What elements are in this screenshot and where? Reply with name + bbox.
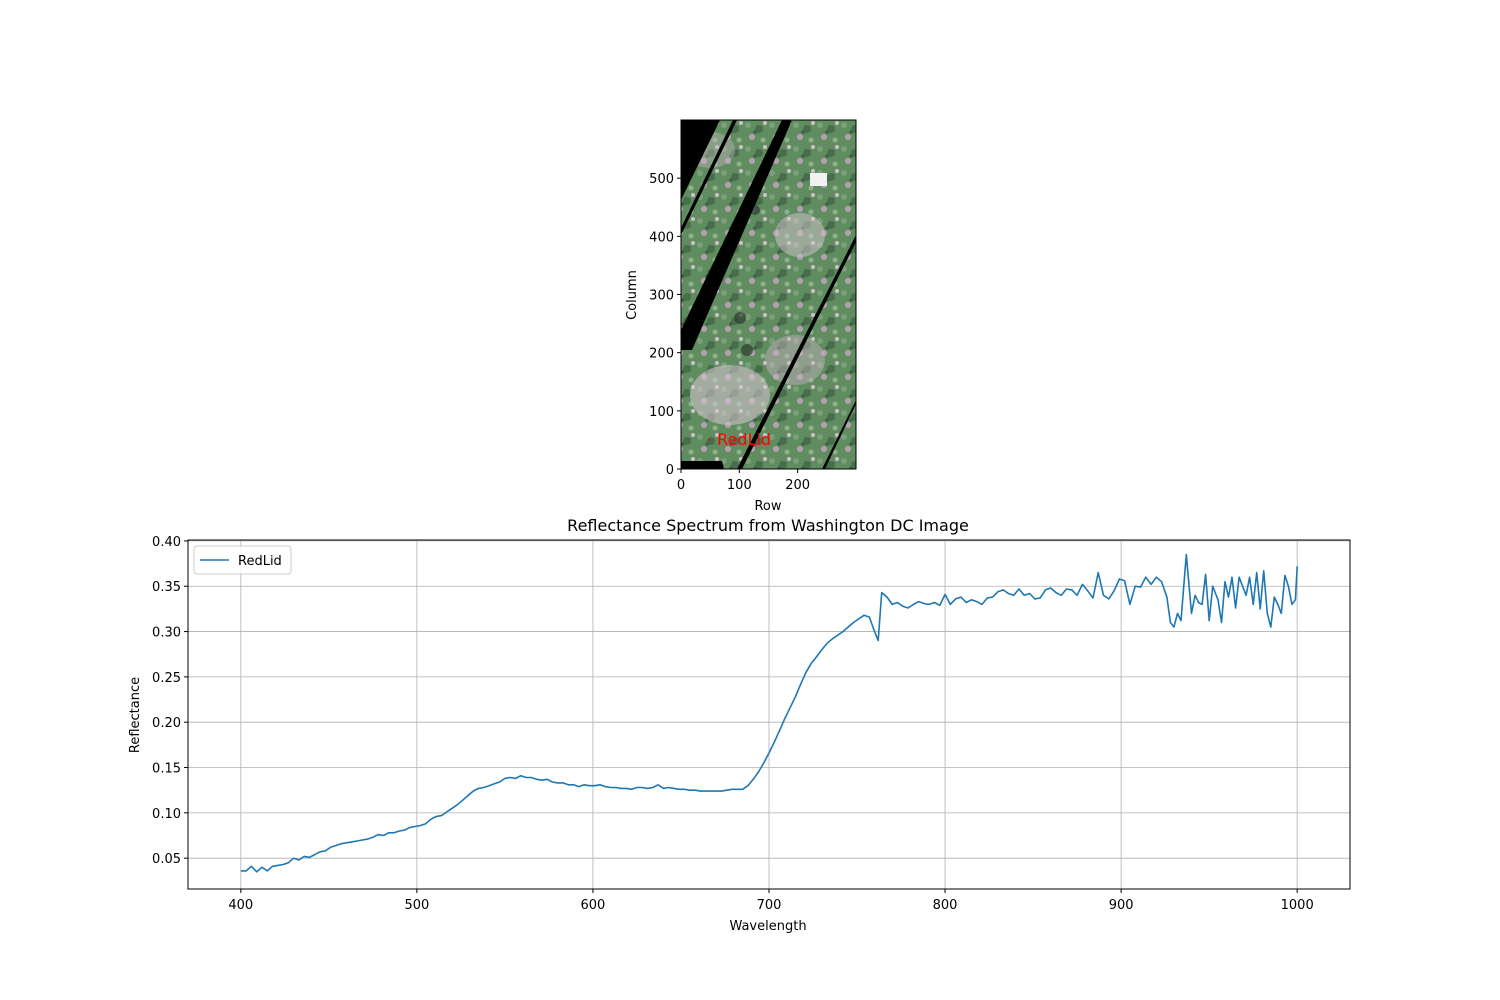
y-axis-label: Reflectance bbox=[128, 677, 143, 753]
image-bright-patch bbox=[775, 213, 825, 257]
legend-label-redlid: RedLid bbox=[238, 554, 282, 569]
image-shadow bbox=[734, 312, 746, 324]
image-x-tick-label: 200 bbox=[785, 478, 810, 493]
x-ticks: 400 500 600 700 800 900 1000 bbox=[228, 889, 1314, 913]
x-axis-label: Wavelength bbox=[729, 919, 806, 934]
image-bright-patch bbox=[690, 365, 770, 425]
image-y-tick-label: 300 bbox=[649, 289, 674, 304]
image-y-tick-label: 100 bbox=[649, 405, 674, 420]
image-white-roof bbox=[810, 173, 827, 186]
image-x-tick-label: 0 bbox=[677, 478, 685, 493]
image-y-tick-label: 500 bbox=[649, 172, 674, 187]
image-x-ticks: 0 100 200 bbox=[677, 469, 810, 493]
image-annotation: · RedLid bbox=[707, 430, 771, 449]
no-data-swath bbox=[681, 120, 792, 350]
image-y-tick-label: 0 bbox=[666, 463, 674, 478]
legend: RedLid bbox=[193, 545, 292, 575]
chart-title: Reflectance Spectrum from Washington DC … bbox=[567, 516, 969, 535]
legend-box bbox=[193, 545, 292, 575]
y-ticks: 0.05 0.10 0.15 0.20 0.25 0.30 0.35 0.40 bbox=[152, 535, 188, 867]
y-tick-label: 0.20 bbox=[152, 716, 181, 731]
image-x-tick-label: 100 bbox=[727, 478, 752, 493]
y-tick-label: 0.35 bbox=[152, 580, 181, 595]
no-data-region bbox=[681, 461, 724, 469]
y-tick-label: 0.10 bbox=[152, 807, 181, 822]
spectrum-panel: Reflectance Spectrum from Washington DC … bbox=[128, 516, 1351, 934]
no-data-line bbox=[737, 235, 856, 469]
no-data-line bbox=[681, 120, 737, 235]
x-tick-label: 400 bbox=[228, 898, 253, 913]
no-data-line bbox=[822, 400, 856, 469]
x-tick-label: 700 bbox=[757, 898, 782, 913]
x-tick-label: 800 bbox=[933, 898, 958, 913]
x-tick-label: 1000 bbox=[1281, 898, 1314, 913]
y-tick-label: 0.25 bbox=[152, 671, 181, 686]
grid-lines bbox=[188, 540, 1350, 889]
image-x-axis-label: Row bbox=[754, 499, 781, 514]
no-data-region bbox=[681, 120, 720, 200]
image-y-tick-label: 200 bbox=[649, 347, 674, 362]
image-y-tick-label: 400 bbox=[649, 230, 674, 245]
image-panel: 0 100 200 0 100 200 300 400 500 · RedLid Row Co… bbox=[625, 119, 857, 514]
y-tick-label: 0.40 bbox=[152, 535, 181, 550]
x-tick-label: 600 bbox=[581, 898, 606, 913]
image-y-axis-label: Column bbox=[625, 270, 640, 320]
y-tick-label: 0.30 bbox=[152, 626, 181, 641]
image-y-ticks: 0 100 200 300 400 500 bbox=[649, 172, 681, 478]
x-tick-label: 500 bbox=[404, 898, 429, 913]
series-layer bbox=[240, 553, 1298, 873]
rgb-image bbox=[681, 120, 856, 469]
y-tick-label: 0.15 bbox=[152, 762, 181, 777]
series-line-redlid bbox=[240, 553, 1298, 873]
x-tick-label: 900 bbox=[1109, 898, 1134, 913]
image-shadow bbox=[741, 344, 753, 356]
y-tick-label: 0.05 bbox=[152, 852, 181, 867]
